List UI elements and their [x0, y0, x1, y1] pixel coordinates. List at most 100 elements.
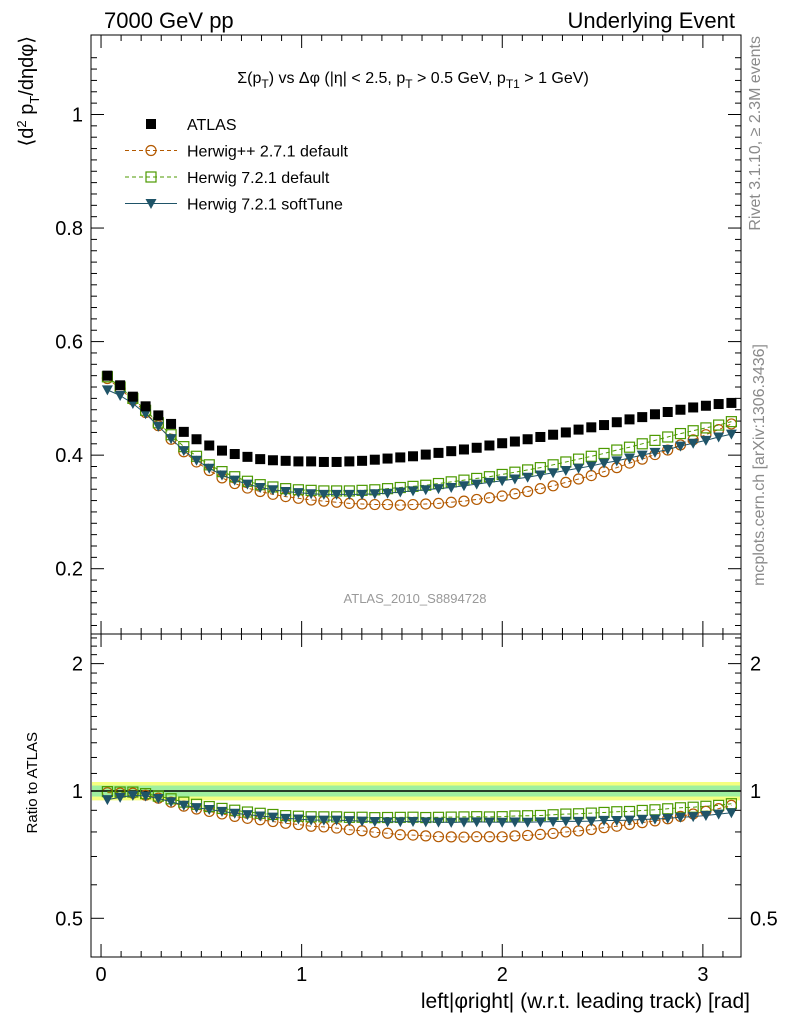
data-point — [191, 455, 203, 466]
data-point — [140, 409, 152, 420]
ratio-point — [509, 817, 521, 828]
data-point — [649, 409, 660, 420]
main-y-axis-label: ⟨d2 pT/dηdφ⟩ — [14, 36, 42, 147]
ratio-point — [483, 817, 495, 828]
ratio-point — [140, 791, 152, 802]
ratio-point — [407, 829, 419, 841]
ratio-point — [420, 830, 432, 842]
data-point — [381, 498, 394, 511]
data-point — [446, 446, 457, 457]
data-point — [241, 479, 253, 490]
data-point — [331, 456, 342, 467]
main-plot-title: Σ(pT) vs Δφ (|η| < 2.5, pT > 0.5 GeV, pT… — [237, 70, 589, 91]
ratio-point — [585, 816, 597, 827]
data-point — [394, 487, 406, 498]
ratio-y-tick-label-right: 1 — [750, 781, 761, 803]
data-point — [509, 436, 520, 447]
data-point — [725, 416, 737, 428]
data-point — [509, 474, 521, 485]
data-point — [522, 434, 533, 445]
data-point — [471, 493, 483, 506]
mcplots-label: mcplots.cern.ch [arXiv:1306.3436] — [751, 344, 768, 586]
ratio-series-group — [101, 786, 737, 843]
ratio-point — [356, 816, 368, 827]
data-point — [178, 446, 190, 457]
ratio-y-tick-label: 0.5 — [55, 908, 83, 930]
ratio-point — [458, 831, 470, 843]
data-point — [471, 442, 482, 453]
data-point — [599, 420, 610, 431]
ratio-point — [394, 817, 406, 828]
ratio-point — [687, 812, 699, 823]
ratio-point — [522, 817, 534, 828]
ratio-plot-panel: 0.5 0.5 1 1 2 2 0 1 2 3 Ratio to ATLAS left|φrig… — [24, 633, 778, 1013]
data-point — [649, 434, 661, 446]
data-point — [560, 427, 571, 438]
data-point — [369, 498, 381, 511]
data-point — [229, 475, 241, 486]
data-point — [267, 455, 278, 466]
data-point — [662, 407, 673, 418]
data-point — [369, 489, 381, 500]
x-axis-label: left|φright| (w.r.t. leading track) [rad… — [421, 990, 750, 1013]
data-point — [318, 456, 329, 467]
main-series-group — [101, 370, 737, 511]
data-point — [115, 380, 126, 391]
data-point — [127, 391, 138, 402]
data-point — [675, 404, 686, 415]
data-point — [547, 480, 559, 492]
data-point — [497, 438, 508, 449]
ratio-point — [496, 831, 508, 843]
data-point — [191, 434, 202, 445]
ratio-point — [318, 815, 330, 826]
data-point — [408, 451, 419, 462]
data-point — [725, 429, 737, 440]
data-point — [636, 450, 648, 461]
ratio-point — [382, 817, 394, 828]
ratio-point — [471, 831, 483, 843]
ratio-uncertainty-band — [91, 781, 741, 801]
ratio-point — [458, 817, 470, 828]
data-point — [534, 483, 546, 495]
data-point — [382, 488, 394, 499]
data-point — [216, 470, 228, 481]
legend-label: Herwig++ 2.7.1 default — [187, 144, 349, 161]
data-point — [688, 402, 699, 413]
data-point — [255, 454, 266, 465]
series-line — [107, 376, 732, 492]
ratio-point — [522, 829, 534, 842]
data-point — [471, 479, 483, 490]
x-tick-label: 2 — [497, 964, 508, 986]
ratio-point — [649, 814, 661, 825]
ratio-point — [471, 817, 483, 828]
data-point — [623, 441, 636, 453]
main-plot-panel: 0.2 0.4 0.6 0.8 1 Σ(pT) vs Δφ (|η| < 2.5, pT… — [14, 34, 742, 635]
legend-label: Herwig 7.2.1 default — [187, 170, 330, 187]
data-point — [101, 385, 113, 396]
ratio-point — [127, 790, 139, 801]
data-point — [267, 485, 279, 496]
data-point — [662, 431, 674, 443]
data-point — [420, 498, 432, 510]
data-point — [445, 496, 457, 508]
data-point — [458, 444, 469, 455]
data-point — [598, 447, 610, 460]
data-point — [611, 456, 623, 467]
data-point — [700, 400, 711, 411]
series-2 — [101, 371, 737, 497]
data-point — [483, 477, 495, 488]
ratio-point — [114, 792, 126, 803]
data-point — [166, 418, 177, 429]
data-point — [394, 499, 406, 511]
data-point — [586, 422, 597, 433]
ratio-point — [611, 815, 623, 826]
ratio-point — [420, 817, 432, 828]
data-point — [637, 412, 648, 423]
main-y-ticks: 0.2 0.4 0.6 0.8 1 — [55, 57, 741, 626]
data-point — [217, 445, 228, 456]
ratio-point — [343, 816, 355, 827]
legend-entry: Herwig 7.2.1 softTune — [125, 197, 343, 214]
main-y-tick-label: 0.8 — [55, 218, 83, 240]
data-point — [674, 427, 687, 440]
data-point — [522, 472, 534, 483]
